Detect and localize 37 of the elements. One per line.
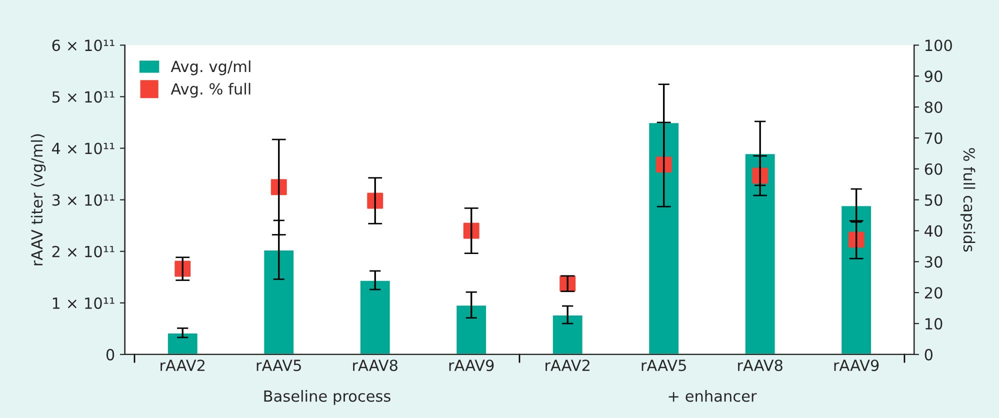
y2-axis-title: % full capsids — [960, 148, 976, 252]
y-tick-label: 3 × 10¹¹ — [52, 194, 114, 206]
y2-tick-label: 50 — [924, 194, 942, 206]
x-tick-label: rAAV8 — [738, 360, 782, 372]
y2-tick-label: 0 — [924, 348, 933, 360]
x-tick-label: rAAV9 — [834, 360, 879, 372]
y-tick-label: 6 × 10¹¹ — [52, 40, 114, 52]
y2-tick-label: 70 — [925, 132, 942, 144]
text: Baseline process — [264, 390, 390, 405]
y2-tick-label: 60 — [924, 163, 942, 175]
y-tick-label: 5 × 10¹¹ — [52, 91, 114, 103]
x-tick-label: rAAV2 — [160, 360, 204, 371]
point — [174, 260, 191, 277]
y-axis-title: rAAV titer (vg/ml) — [30, 134, 46, 266]
y-tick-label: 2 × 10¹¹ — [52, 246, 114, 258]
y2-tick-label: 30 — [924, 256, 942, 268]
y2-tick-label: 90 — [924, 70, 942, 82]
y2-tick-label: 100 — [925, 40, 952, 52]
x-tick-label: rAAV5 — [642, 360, 686, 372]
point — [270, 179, 287, 196]
x-tick-label: rAAV5 — [256, 360, 301, 372]
y2-tick-label: 20 — [924, 287, 942, 299]
y2-tick-label: 40 — [924, 225, 942, 237]
x-tick-label: rAAV9 — [449, 360, 494, 372]
x-tick-label: rAAV2 — [546, 360, 590, 371]
y-tick-label: 1 × 10¹¹ — [52, 297, 114, 309]
y-tick-label: 0 — [106, 348, 114, 360]
y2-tick-label: 80 — [924, 101, 942, 114]
text: + enhancer — [668, 390, 757, 402]
point — [752, 168, 768, 184]
x-tick-label: rAAV8 — [353, 360, 398, 372]
y2-tick-label: 10 — [925, 318, 942, 330]
point — [656, 156, 672, 173]
legend-label: Avg. vg/ml — [170, 60, 250, 76]
legend-label: Avg. % full — [170, 82, 250, 98]
y-tick-label: 4 × 10¹¹ — [52, 142, 114, 154]
point — [848, 232, 864, 248]
